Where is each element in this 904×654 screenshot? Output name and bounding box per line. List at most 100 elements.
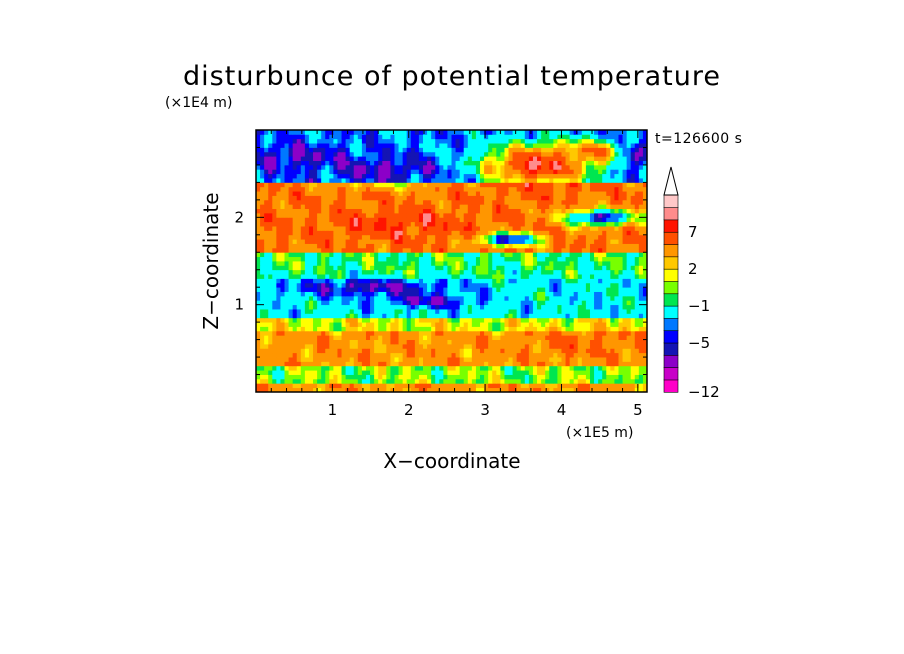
contour-cell: [378, 261, 383, 266]
contour-cell: [589, 191, 595, 196]
contour-cell: [634, 309, 640, 314]
contour-cell: [284, 304, 289, 310]
contour-cell: [439, 300, 444, 306]
contour-cell: [394, 252, 399, 258]
contour-cell: [398, 221, 404, 227]
contour-cell: [585, 265, 591, 271]
contour-cell: [300, 234, 306, 240]
contour-cell: [488, 378, 493, 384]
contour-cell: [353, 278, 359, 284]
contour-cell: [418, 300, 424, 306]
contour-cell: [264, 208, 269, 214]
contour-cell: [553, 243, 558, 249]
contour-cell: [398, 199, 404, 205]
contour-cell: [585, 313, 591, 319]
contour-cell: [374, 326, 379, 332]
contour-cell: [626, 300, 632, 306]
contour-cell: [459, 361, 465, 367]
contour-cell: [500, 199, 505, 205]
contour-cell: [455, 300, 461, 306]
contour-cell: [528, 261, 534, 266]
contour-cell: [532, 182, 538, 188]
contour-cell: [443, 212, 448, 218]
contour-cell: [549, 182, 554, 188]
contour-cell: [268, 217, 273, 223]
contour-cell: [264, 378, 269, 384]
contour-cell: [296, 217, 302, 223]
contour-cell: [321, 343, 326, 349]
contour-cell: [374, 191, 379, 196]
contour-cell: [488, 300, 493, 306]
contour-cell: [431, 191, 436, 196]
contour-cell: [484, 195, 489, 201]
contour-cell: [317, 256, 322, 262]
contour-cell: [467, 295, 473, 301]
contour-cell: [292, 309, 298, 314]
contour-cell: [398, 287, 404, 292]
contour-cell: [410, 282, 416, 288]
contour-cell: [333, 357, 338, 362]
contour-cell: [292, 317, 298, 323]
contour-cell: [516, 217, 522, 223]
contour-cell: [463, 247, 469, 253]
contour-cell: [382, 387, 387, 392]
contour-cell: [492, 261, 497, 266]
contour-cell: [304, 357, 310, 362]
contour-cell: [353, 199, 359, 205]
contour-cell: [585, 243, 591, 249]
contour-cell: [321, 322, 326, 327]
contour-cell: [589, 204, 595, 209]
contour-cell: [341, 361, 346, 367]
contour-cell: [573, 239, 579, 244]
contour-cell: [581, 261, 587, 266]
contour-cell: [532, 261, 538, 266]
contour-cell: [382, 195, 387, 201]
contour-cell: [642, 173, 647, 179]
contour-cell: [516, 295, 522, 301]
contour-cell: [549, 282, 554, 288]
contour-cell: [549, 221, 554, 227]
contour-cell: [345, 282, 351, 288]
contour-cell: [602, 317, 607, 323]
contour-cell: [520, 326, 526, 332]
contour-cell: [480, 191, 485, 196]
contour-cell: [333, 195, 338, 201]
contour-cell: [386, 199, 391, 205]
contour-cell: [480, 304, 485, 310]
contour-cell: [256, 160, 261, 166]
contour-cell: [406, 252, 412, 258]
contour-cell: [317, 212, 322, 218]
contour-cell: [626, 274, 632, 279]
contour-cell: [410, 269, 416, 275]
contour-cell: [427, 182, 432, 188]
contour-cell: [565, 178, 571, 183]
contour-cell: [463, 199, 469, 205]
contour-cell: [402, 199, 408, 205]
contour-cell: [386, 352, 391, 358]
contour-cell: [512, 217, 518, 223]
contour-cell: [577, 252, 583, 258]
contour-cell: [459, 274, 465, 279]
contour-cell: [581, 204, 587, 209]
contour-cell: [447, 173, 452, 179]
contour-cell: [614, 295, 619, 301]
contour-cell: [520, 361, 526, 367]
contour-cell: [431, 335, 436, 340]
contour-cell: [264, 256, 269, 262]
y-unit-label: (×1E4 m): [165, 95, 232, 111]
contour-cell: [349, 374, 355, 380]
contour-cell: [508, 322, 513, 327]
contour-cell: [378, 287, 383, 292]
contour-cell: [365, 191, 371, 196]
contour-cell: [598, 330, 603, 336]
contour-cell: [414, 274, 420, 279]
contour-cell: [594, 339, 599, 345]
contour-cell: [333, 182, 338, 188]
contour-cell: [606, 352, 611, 358]
contour-cell: [492, 278, 497, 284]
contour-cell: [520, 295, 526, 301]
contour-cell: [418, 182, 424, 188]
contour-cell: [427, 370, 432, 375]
contour-cell: [272, 178, 277, 183]
contour-cell: [618, 169, 623, 175]
